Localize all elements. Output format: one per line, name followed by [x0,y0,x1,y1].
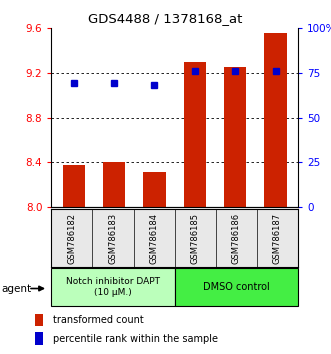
Bar [224,67,246,207]
Bar [103,162,125,207]
Bar [184,62,206,207]
Text: transformed count: transformed count [53,315,144,325]
Bar [143,172,166,207]
Text: percentile rank within the sample: percentile rank within the sample [53,333,218,344]
Text: GDS4488 / 1378168_at: GDS4488 / 1378168_at [88,12,243,25]
Text: Notch inhibitor DAPT
(10 μM.): Notch inhibitor DAPT (10 μM.) [66,278,160,297]
Text: GSM786186: GSM786186 [232,212,241,264]
Text: GSM786187: GSM786187 [273,212,282,264]
Bar [264,33,287,207]
Bar [175,268,298,306]
Text: GSM786182: GSM786182 [67,212,76,264]
Text: agent: agent [2,284,32,293]
Bar [63,165,85,207]
Text: GSM786183: GSM786183 [109,212,118,264]
Text: GSM786184: GSM786184 [150,212,159,264]
Bar [35,314,43,326]
Bar [35,332,43,345]
Text: GSM786185: GSM786185 [191,212,200,264]
Bar [51,268,175,306]
Text: DMSO control: DMSO control [203,282,270,292]
